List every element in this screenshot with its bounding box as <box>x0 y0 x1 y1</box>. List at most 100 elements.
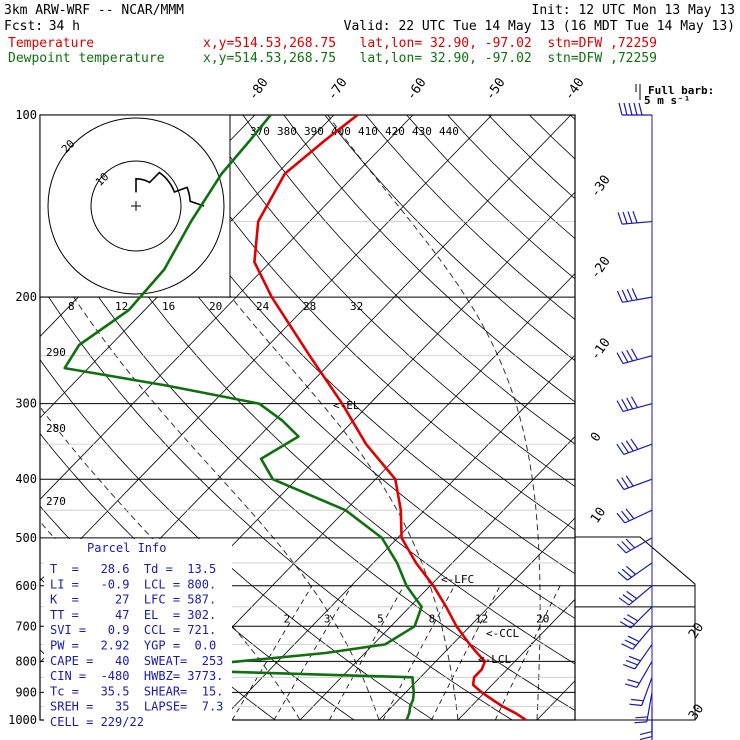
wind-barb <box>634 692 653 724</box>
mixing-ratio-label: 3 <box>324 612 331 625</box>
wind-barb-feather <box>618 597 630 606</box>
legend-temperature-info: x,y=514.53,268.75 lat,lon= 32.90, -97.02… <box>203 36 657 51</box>
wind-barb-feather <box>616 443 625 455</box>
mixing-ratio-line <box>231 585 313 720</box>
ccl-annotation: <-CCL <box>486 627 519 640</box>
theta-label: 400 <box>331 125 351 138</box>
wind-barb <box>617 562 653 581</box>
wind-barb-feather <box>621 289 628 302</box>
hodo-speed-label: 12 <box>115 300 128 313</box>
wind-barbs <box>616 102 653 740</box>
el-annotation: <-EL <box>333 399 360 412</box>
valid-time: Valid: 22 UTC Tue 14 May 13 (16 MDT Tue … <box>344 19 735 34</box>
mixing-ratio-label: 8 <box>429 612 436 625</box>
theta-label-left: 280 <box>46 422 66 435</box>
isotherm-label: 20 <box>686 620 707 641</box>
wind-barb <box>616 537 653 554</box>
wind-barb-feather <box>625 508 635 520</box>
legend-dewpoint: Dewpoint temperature <box>8 51 165 66</box>
isotherm-line <box>220 354 575 720</box>
wind-barb-feather <box>631 698 644 702</box>
wind-barb-feather <box>623 102 628 116</box>
hodo-speed-label: 16 <box>162 300 175 313</box>
parcel-row: TT = 47 EL = 302. <box>50 608 216 622</box>
dewpoint-line <box>63 115 423 720</box>
parcel-title: Parcel Info <box>87 541 166 555</box>
wind-barb <box>616 288 653 303</box>
wind-barb-feather <box>619 621 632 629</box>
wind-barb-feather <box>629 703 642 707</box>
wind-barb <box>651 720 653 740</box>
theta-label-left: 290 <box>46 346 66 359</box>
wind-barb <box>616 348 653 365</box>
wind-barb-feather <box>628 655 641 662</box>
isotherm-line <box>40 115 414 500</box>
wind-barb-feather <box>628 102 633 116</box>
isotherm-label: 10 <box>588 505 609 526</box>
wind-barb-feather <box>630 396 639 408</box>
hodo-speed-label: 24 <box>256 300 270 313</box>
wind-barb <box>616 508 653 524</box>
wind-barb-feather <box>638 102 643 116</box>
pressure-tick-label: 200 <box>15 290 37 304</box>
pressure-tick-label: 400 <box>15 472 37 486</box>
theta-label: 390 <box>304 125 324 138</box>
wind-barb <box>621 625 653 650</box>
wind-barb-feather <box>639 730 653 736</box>
wind-barb-feather <box>626 349 634 362</box>
isotherm-line <box>378 517 575 720</box>
wind-barb-feather <box>626 397 634 410</box>
wind-barb-feather <box>630 438 639 450</box>
wind-barb-feather <box>625 440 634 452</box>
wind-barb-feather <box>623 664 636 670</box>
hodograph-trace <box>135 171 205 207</box>
wind-barb-feather <box>624 683 638 688</box>
wind-barb-feather <box>625 538 636 549</box>
wind-barb-feather <box>617 571 628 581</box>
legend-dewpoint-info: x,y=514.53,268.75 lat,lon= 32.90, -97.02… <box>203 51 657 66</box>
wind-barb <box>624 661 653 688</box>
parcel-row: K = 27 LFC = 587. <box>50 593 216 607</box>
plot-frame <box>39 114 576 721</box>
hodo-speed-label: 8 <box>68 300 75 313</box>
wind-barb-staff <box>624 509 653 524</box>
wind-barb-feather <box>618 102 623 116</box>
pressure-tick-label: 1000 <box>8 713 37 727</box>
theta-label: 420 <box>385 125 405 138</box>
parcel-row: SVI = 0.9 CCL = 721. <box>50 623 216 637</box>
wind-barb-feather <box>622 211 628 224</box>
wind-barb-feather <box>616 543 627 554</box>
wind-barb <box>618 585 653 606</box>
wind-barb <box>617 210 653 225</box>
hodo-ring-outer <box>47 117 225 295</box>
wind-barb-feather <box>617 212 623 225</box>
isotherm-line <box>457 598 575 720</box>
wind-barb-staff <box>623 478 653 491</box>
parcel-row: SREH = 35 LAPSE= 7.3 <box>50 700 223 714</box>
wind-barb-feather <box>639 735 653 740</box>
wind-barb <box>616 396 653 413</box>
parcel-info-box: Parcel Info T = 28.6 Td = 13.5LI = -0.9 … <box>44 539 232 729</box>
wind-barb-feather <box>627 635 640 643</box>
wind-barb-feather <box>621 477 630 489</box>
parcel-row: CAPE = 40 SWEAT= 253 <box>50 654 223 668</box>
barb-legend: Full barb: 5 m s⁻¹ <box>635 84 714 107</box>
wind-barb-feather <box>621 351 629 363</box>
hodo-speed-label: 28 <box>303 300 316 313</box>
wind-barb-feather <box>635 716 648 719</box>
pressure-tick-label: 800 <box>15 654 37 668</box>
isotherm-label: 30 <box>686 702 707 723</box>
wind-barb-feather <box>633 102 638 116</box>
temperature-line <box>253 115 527 720</box>
wind-barb-feather <box>616 352 624 364</box>
init-time: Init: 12 UTC Mon 13 May 13 <box>532 3 736 18</box>
wind-barb-feather <box>622 594 634 603</box>
wind-barb-feather <box>631 288 638 300</box>
legend-temperature: Temperature <box>8 36 94 51</box>
wind-barb-feather <box>626 614 639 622</box>
wind-barb-feather <box>630 348 639 360</box>
wind-barb <box>629 677 653 707</box>
wind-barb-feather <box>621 568 632 578</box>
wind-barb-feather <box>621 510 630 522</box>
wind-barb <box>619 606 653 629</box>
